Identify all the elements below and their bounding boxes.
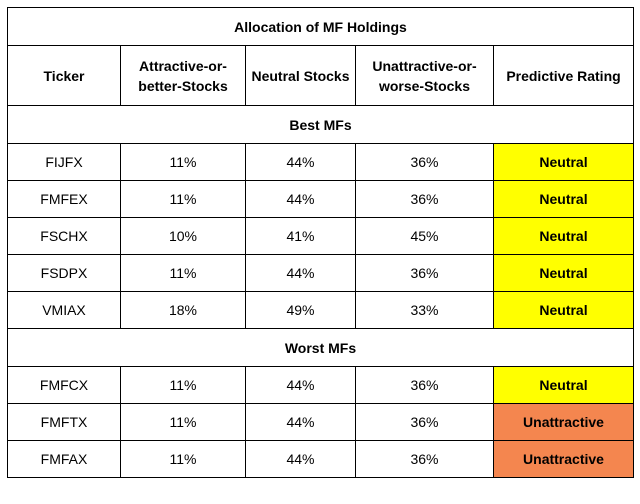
header-ticker: Ticker <box>7 45 121 106</box>
ticker-cell: FMFTX <box>7 403 121 441</box>
table-row: FMFCX 11% 44% 36% Neutral <box>7 366 634 404</box>
table-body: Best MFs FIJFX 11% 44% 36% Neutral FMFEX 11% 44%… <box>7 105 634 478</box>
ticker-cell: FSCHX <box>7 217 121 255</box>
unattractive-cell: 36% <box>355 403 494 441</box>
neutral-cell: 44% <box>245 254 356 292</box>
allocation-table: Allocation of MF Holdings Ticker Attract… <box>7 7 634 478</box>
neutral-cell: 44% <box>245 366 356 404</box>
attractive-cell: 11% <box>120 180 246 218</box>
attractive-cell: 11% <box>120 440 246 478</box>
table-row: FSDPX 11% 44% 36% Neutral <box>7 254 634 292</box>
unattractive-cell: 36% <box>355 143 494 181</box>
rating-cell: Neutral <box>493 254 634 292</box>
section-label: Best MFs <box>7 105 634 144</box>
table-row: FMFAX 11% 44% 36% Unattractive <box>7 440 634 478</box>
rating-cell: Neutral <box>493 217 634 255</box>
neutral-cell: 49% <box>245 291 356 329</box>
attractive-cell: 11% <box>120 254 246 292</box>
rating-cell: Neutral <box>493 366 634 404</box>
header-neutral: Neutral Stocks <box>245 45 356 106</box>
header-attractive: Attractive-or-better-Stocks <box>120 45 246 106</box>
neutral-cell: 41% <box>245 217 356 255</box>
ticker-cell: FMFAX <box>7 440 121 478</box>
attractive-cell: 11% <box>120 366 246 404</box>
table-row: FMFTX 11% 44% 36% Unattractive <box>7 403 634 441</box>
neutral-cell: 44% <box>245 403 356 441</box>
rating-cell: Neutral <box>493 180 634 218</box>
unattractive-cell: 36% <box>355 254 494 292</box>
neutral-cell: 44% <box>245 440 356 478</box>
ticker-cell: FMFCX <box>7 366 121 404</box>
neutral-cell: 44% <box>245 180 356 218</box>
unattractive-cell: 36% <box>355 366 494 404</box>
attractive-cell: 18% <box>120 291 246 329</box>
table-row: FIJFX 11% 44% 36% Neutral <box>7 143 634 181</box>
rating-cell: Unattractive <box>493 403 634 441</box>
header-unattractive: Unattractive-or-worse-Stocks <box>355 45 494 106</box>
ticker-cell: FSDPX <box>7 254 121 292</box>
attractive-cell: 10% <box>120 217 246 255</box>
ticker-cell: FIJFX <box>7 143 121 181</box>
rating-cell: Neutral <box>493 143 634 181</box>
unattractive-cell: 36% <box>355 440 494 478</box>
header-predictive-rating: Predictive Rating <box>493 45 634 106</box>
ticker-cell: VMIAX <box>7 291 121 329</box>
section-label: Worst MFs <box>7 328 634 367</box>
table-row: FSCHX 10% 41% 45% Neutral <box>7 217 634 255</box>
table-row: VMIAX 18% 49% 33% Neutral <box>7 291 634 329</box>
neutral-cell: 44% <box>245 143 356 181</box>
table-row: FMFEX 11% 44% 36% Neutral <box>7 180 634 218</box>
unattractive-cell: 36% <box>355 180 494 218</box>
table-title: Allocation of MF Holdings <box>7 7 634 46</box>
unattractive-cell: 45% <box>355 217 494 255</box>
rating-cell: Unattractive <box>493 440 634 478</box>
attractive-cell: 11% <box>120 403 246 441</box>
rating-cell: Neutral <box>493 291 634 329</box>
ticker-cell: FMFEX <box>7 180 121 218</box>
attractive-cell: 11% <box>120 143 246 181</box>
unattractive-cell: 33% <box>355 291 494 329</box>
